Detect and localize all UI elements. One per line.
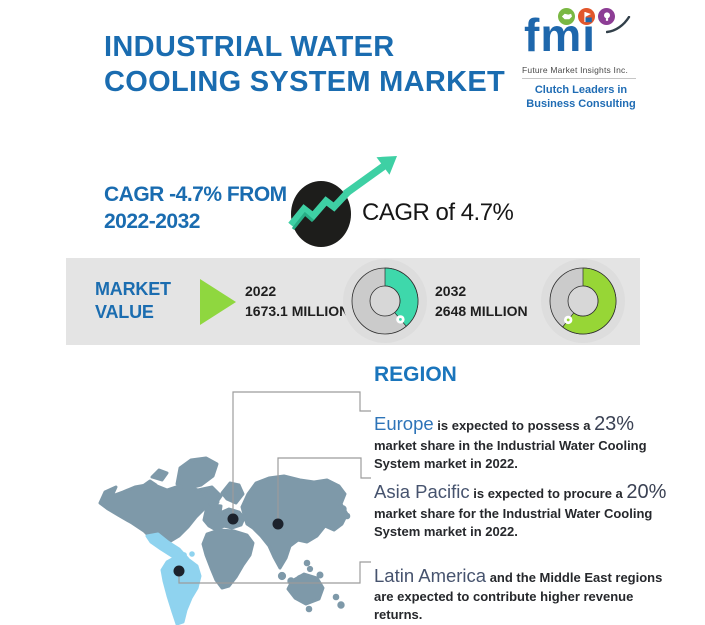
donut-chart-2032 <box>541 259 625 343</box>
region-name-asia-pacific: Asia Pacific <box>374 481 470 502</box>
map-marker-latin-america <box>173 565 185 577</box>
logo-tagline: Clutch Leaders in Business Consulting <box>522 83 640 112</box>
region-entry-latin-america: Latin America and the Middle East region… <box>374 564 674 623</box>
cagr-label-line2: 2022-2032 <box>104 210 200 234</box>
logo-swoosh-icon <box>606 16 631 34</box>
flag-icon <box>578 8 595 25</box>
market-value-label-line2: VALUE <box>95 302 154 323</box>
logo-company-name: Future Market Insights Inc. <box>522 65 629 75</box>
connector-line-europe <box>232 391 371 519</box>
market-value-2022-amount: 1673.1 MILLION <box>245 302 350 319</box>
cagr-label-line1: CAGR -4.7% FROM <box>104 183 287 206</box>
logo-tagline-line1: Clutch Leaders in <box>534 84 628 96</box>
region-europe-share: 23% <box>594 413 635 435</box>
donut-chart-2022 <box>343 259 427 343</box>
logo-dots <box>558 8 615 25</box>
logo-tagline-line2: Business Consulting <box>526 98 636 111</box>
map-marker-asia <box>272 518 284 530</box>
region-entry-asia-pacific: Asia Pacific is expected to procure a 20… <box>374 479 674 540</box>
cagr-label: CAGR -4.7% FROM 2022-2032 <box>104 181 287 236</box>
region-asia-share: 20% <box>626 481 667 503</box>
page-title-line1: INDUSTRIAL WATER <box>104 31 395 63</box>
region-europe-text: market share in the Industrial Water Coo… <box>374 438 647 471</box>
cagr-callout: CAGR of 4.7% <box>362 199 514 226</box>
growth-arrow-icon <box>288 156 397 247</box>
region-asia-lead: is expected to procure a <box>469 486 627 501</box>
market-value-2032-year: 2032 <box>435 283 467 299</box>
region-heading: REGION <box>374 363 457 386</box>
region-europe-lead: is expected to possess a <box>433 418 595 433</box>
page-title: INDUSTRIAL WATER COOLING SYSTEM MARKET <box>104 30 524 101</box>
market-value-2022-year: 2022 <box>245 283 277 299</box>
region-name-europe: Europe <box>374 413 434 434</box>
region-name-latin-america: Latin America <box>374 565 487 586</box>
market-value-2022: 2022 1673.1 MILLION <box>245 282 349 321</box>
market-value-2032: 2032 2648 MILLION <box>435 282 528 321</box>
connector-line-asia <box>277 457 371 524</box>
page-title-line2: COOLING SYSTEM MARKET <box>104 66 506 99</box>
arrow-right-icon <box>200 279 236 325</box>
map-marker-europe <box>227 513 239 525</box>
bulb-icon <box>598 8 615 25</box>
connector-line-latin-america <box>178 561 371 584</box>
region-latam-text: and the Middle East regions are expected… <box>374 570 663 622</box>
world-map <box>98 391 371 625</box>
fmi-wordmark: fmi <box>524 9 596 61</box>
fmi-logo: fmi Future Market Insights Inc. Clutch L… <box>522 8 642 118</box>
region-asia-text: market share for the Industrial Water Co… <box>374 506 653 539</box>
market-value-label: MARKET VALUE <box>95 278 171 325</box>
market-value-2032-amount: 2648 MILLION <box>435 302 528 319</box>
logo-divider <box>522 78 636 79</box>
map-icon <box>558 8 575 25</box>
market-value-label-line1: MARKET <box>95 279 171 299</box>
region-entry-europe: Europe is expected to possess a 23% mark… <box>374 411 666 472</box>
